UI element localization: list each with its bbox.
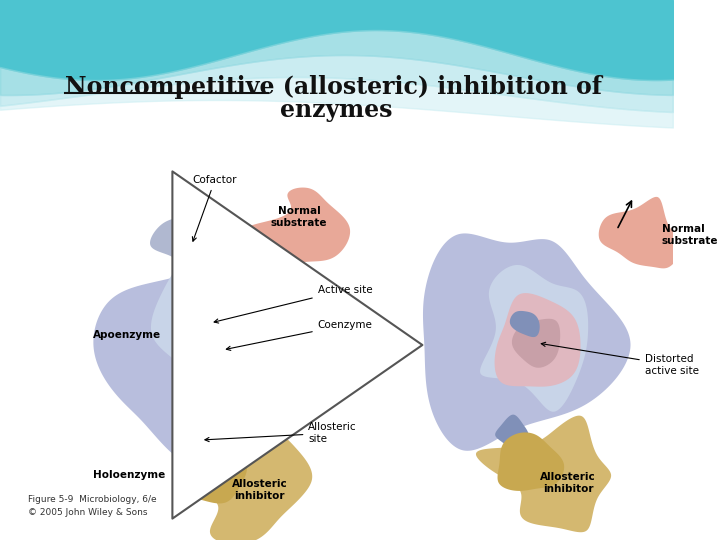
Text: Normal
substrate: Normal substrate (662, 224, 718, 246)
Polygon shape (480, 265, 588, 411)
Polygon shape (246, 187, 350, 262)
Text: Allosteric
inhibitor: Allosteric inhibitor (232, 479, 288, 501)
Polygon shape (512, 319, 560, 368)
Text: Holoenzyme: Holoenzyme (94, 470, 166, 480)
Polygon shape (179, 423, 228, 459)
Text: Allosteric
inhibitor: Allosteric inhibitor (540, 472, 596, 494)
Polygon shape (498, 433, 564, 491)
Polygon shape (201, 320, 247, 377)
Polygon shape (510, 311, 540, 337)
Text: Figure 5-9  Microbiology, 6/e: Figure 5-9 Microbiology, 6/e (28, 495, 157, 504)
Text: Coenzyme: Coenzyme (226, 320, 372, 350)
Polygon shape (599, 197, 680, 268)
Polygon shape (495, 415, 529, 452)
Polygon shape (476, 416, 611, 532)
Polygon shape (423, 233, 631, 451)
Polygon shape (172, 293, 273, 397)
Text: Active site: Active site (214, 285, 372, 323)
Polygon shape (190, 310, 225, 340)
Text: Distorted
active site: Distorted active site (541, 342, 699, 376)
Text: enzymes: enzymes (280, 98, 392, 122)
Text: Noncompetitive (allosteric) inhibition of: Noncompetitive (allosteric) inhibition o… (66, 75, 603, 99)
Polygon shape (176, 430, 312, 540)
Polygon shape (151, 247, 291, 393)
Polygon shape (150, 214, 218, 284)
Text: Cofactor: Cofactor (192, 175, 237, 241)
Polygon shape (176, 430, 247, 503)
Text: Allosteric
site: Allosteric site (205, 422, 357, 444)
Text: Apoenzyme: Apoenzyme (94, 330, 161, 340)
Polygon shape (94, 245, 319, 464)
Text: Normal
substrate: Normal substrate (271, 206, 328, 228)
Text: © 2005 John Wiley & Sons: © 2005 John Wiley & Sons (28, 508, 148, 517)
Polygon shape (495, 293, 580, 387)
